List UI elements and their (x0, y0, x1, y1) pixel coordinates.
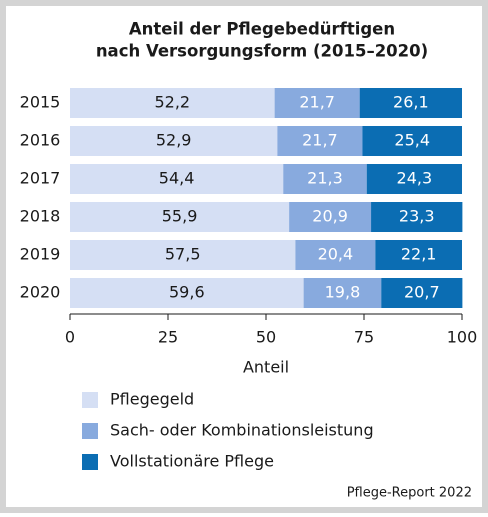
x-tick-label: 100 (447, 328, 478, 347)
data-label: 24,3 (397, 169, 433, 188)
data-label: 20,9 (312, 207, 348, 226)
x-tick-label: 0 (65, 328, 75, 347)
bar-segment (295, 240, 376, 270)
y-tick-label: 2019 (20, 245, 61, 264)
data-label: 20,4 (318, 245, 354, 264)
x-tick-label: 50 (256, 328, 276, 347)
data-label: 21,3 (307, 169, 343, 188)
data-label: 59,6 (169, 283, 205, 302)
bar-segment (362, 126, 462, 156)
data-label: 21,7 (302, 131, 338, 150)
chart-title: nach Versorgungsform (2015–2020) (96, 42, 428, 61)
legend-label: Pflegegeld (110, 390, 194, 409)
data-label: 26,1 (393, 93, 429, 112)
legend-swatch (82, 454, 98, 470)
bar-segment (277, 126, 363, 156)
y-tick-label: 2017 (20, 169, 61, 188)
y-tick-label: 2016 (20, 131, 61, 150)
bar-segment (359, 88, 462, 118)
data-label: 55,9 (162, 207, 198, 226)
data-label: 19,8 (325, 283, 361, 302)
data-label: 52,2 (154, 93, 190, 112)
legend-swatch (82, 423, 98, 439)
y-tick-label: 2020 (20, 283, 61, 302)
bar-segment (303, 278, 382, 308)
data-label: 25,4 (394, 131, 430, 150)
x-tick-label: 25 (158, 328, 178, 347)
bar-segment (70, 278, 304, 308)
bar-segment (283, 164, 367, 194)
bar-segment (375, 240, 462, 270)
bar-segment (70, 202, 290, 232)
bar-segment (371, 202, 463, 232)
x-axis-label: Anteil (243, 358, 289, 377)
legend-label: Sach- oder Kombinationsleistung (110, 421, 374, 440)
bar-segment (274, 88, 360, 118)
chart-title: Anteil der Pflegebedürftigen (129, 20, 395, 39)
bar-segment (289, 202, 372, 232)
bar-segment (366, 164, 462, 194)
data-label: 57,5 (165, 245, 201, 264)
bar-segment (70, 240, 296, 270)
legend-swatch (82, 392, 98, 408)
source: Pflege-Report 2022 (347, 486, 472, 501)
data-label: 22,1 (401, 245, 437, 264)
x-tick-label: 75 (354, 328, 374, 347)
bar-segment (70, 164, 284, 194)
data-label: 52,9 (156, 131, 192, 150)
y-tick-label: 2015 (20, 93, 61, 112)
legend-label: Vollstationäre Pflege (110, 452, 274, 471)
bar-segment (70, 126, 278, 156)
y-tick-label: 2018 (20, 207, 61, 226)
data-label: 20,7 (404, 283, 440, 302)
data-label: 54,4 (159, 169, 195, 188)
bar-segment (70, 88, 275, 118)
bar-segment (381, 278, 463, 308)
data-label: 21,7 (299, 93, 335, 112)
data-label: 23,3 (399, 207, 435, 226)
